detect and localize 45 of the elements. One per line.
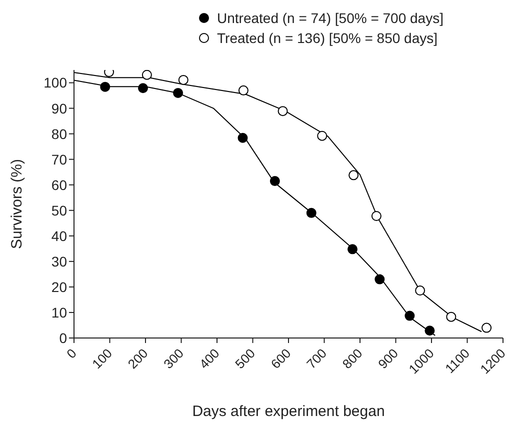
point [238, 132, 248, 143]
point [374, 274, 385, 284]
y-tick-label: 80 [51, 126, 68, 142]
y-tick-label: 50 [51, 202, 68, 218]
x-tick-label: 700 [304, 346, 330, 372]
point [270, 176, 280, 186]
y-tick-label: 10 [51, 304, 68, 320]
x-tick-label: 0 [64, 346, 80, 362]
point [404, 310, 415, 321]
x-tick-label: 900 [375, 346, 402, 372]
point [424, 326, 435, 336]
legend-label: Treated (n = 136) [50% = 850 days] [217, 29, 438, 48]
point [415, 286, 426, 296]
point [278, 106, 288, 116]
point [306, 208, 316, 218]
point [100, 82, 110, 92]
y-tick-label: 30 [51, 253, 68, 270]
point [238, 85, 248, 96]
x-tick-label: 400 [196, 346, 222, 372]
point [317, 130, 328, 141]
y-tick-label: 40 [51, 228, 68, 244]
x-tick-label: 600 [268, 346, 294, 372]
point [173, 88, 184, 98]
y-axis-title: Survivors (%) [8, 158, 26, 250]
y-tick-label: 20 [51, 278, 68, 295]
y-tick-label: 60 [51, 176, 68, 193]
point [446, 312, 456, 322]
point [371, 210, 382, 221]
x-tick-label: 300 [160, 346, 187, 372]
x-tick-label: 200 [124, 346, 151, 372]
x-tick-label: 800 [339, 346, 366, 372]
y-tick-label: 70 [51, 151, 68, 168]
point [138, 83, 148, 94]
point [347, 244, 358, 254]
x-tick-label: 100 [89, 346, 116, 372]
x-axis-title: Days after experiment began [192, 403, 385, 420]
point [142, 70, 152, 80]
legend-label: Untreated (n = 74) [50% = 700 days] [217, 9, 444, 28]
point [348, 170, 359, 180]
y-tick-label: 100 [44, 74, 68, 91]
point [178, 74, 188, 85]
point [482, 322, 492, 333]
y-tick-label: 0 [59, 330, 68, 346]
x-tick-label: 500 [232, 346, 258, 372]
y-tick-label: 90 [51, 100, 68, 116]
